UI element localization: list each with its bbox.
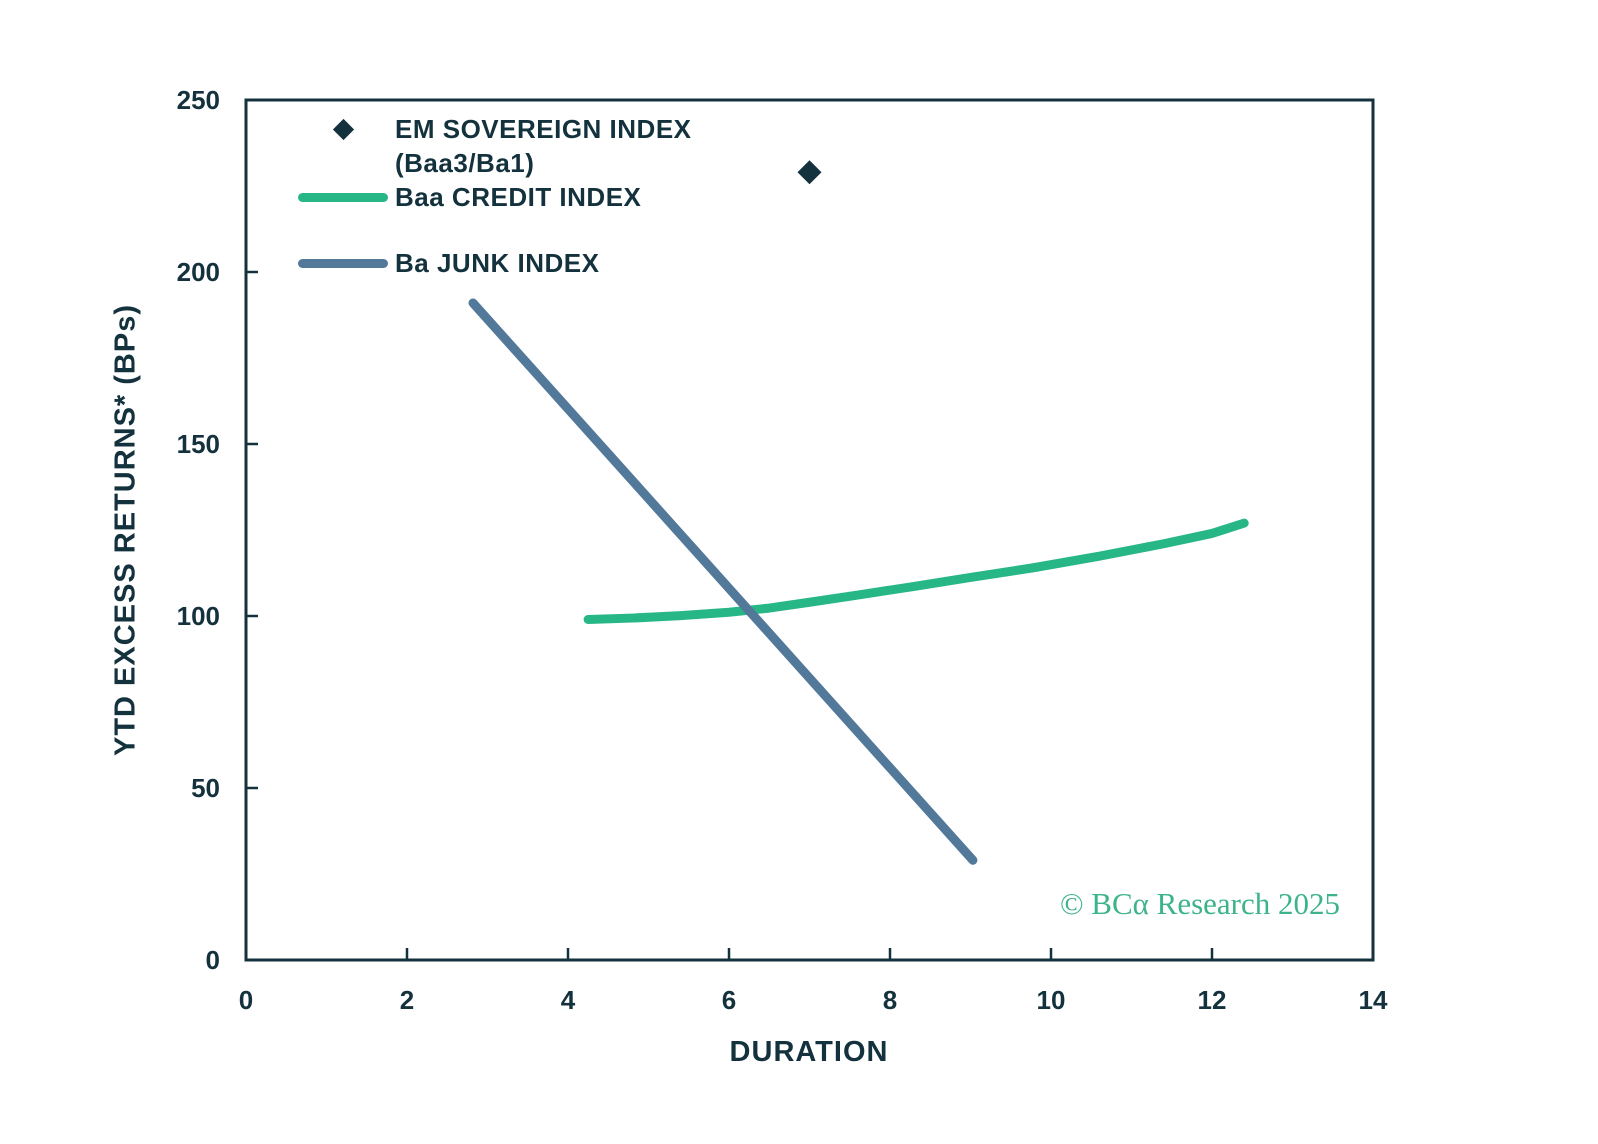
x-tick-label: 4 xyxy=(561,985,576,1015)
plot-border xyxy=(244,98,1375,962)
series-line-ba-junk-index xyxy=(468,298,978,865)
legend-label-em-sovereign-line1: EM SOVEREIGN INDEX xyxy=(395,114,692,144)
y-axis-title: YTD EXCESS RETURNS* (BPs) xyxy=(109,303,142,757)
y-tick-label: 50 xyxy=(191,773,220,803)
legend-item-em-sovereign-index: EM SOVEREIGN INDEX (Baa3/Ba1) xyxy=(298,112,692,180)
x-tick-label: 10 xyxy=(1037,985,1066,1015)
series-line-baa-credit-index xyxy=(583,518,1249,624)
y-tick-label: 150 xyxy=(177,429,220,459)
data-point-diamond-em-sovereign-index-baa3-ba1 xyxy=(797,160,822,185)
legend-label-baa-credit: Baa CREDIT INDEX xyxy=(395,182,642,212)
legend-label-ba-junk: Ba JUNK INDEX xyxy=(395,248,600,278)
copyright-watermark: © BCα Research 2025 xyxy=(1060,886,1340,921)
diamond-marker-icon xyxy=(298,112,388,146)
legend-label-em-sovereign-line2: (Baa3/Ba1) xyxy=(395,148,535,178)
y-tick-label: 200 xyxy=(177,257,220,287)
x-tick-label: 12 xyxy=(1198,985,1227,1015)
x-tick-label: 14 xyxy=(1359,985,1388,1015)
y-tick-label: 0 xyxy=(206,945,220,975)
slate-line-swatch-icon xyxy=(298,246,388,280)
x-axis-title: DURATION xyxy=(729,1036,889,1068)
x-tick-label: 2 xyxy=(400,985,414,1015)
x-tick-label: 8 xyxy=(883,985,897,1015)
x-tick-label: 6 xyxy=(722,985,736,1015)
green-line-swatch-icon xyxy=(298,180,388,214)
y-tick-label: 100 xyxy=(177,601,220,631)
y-tick-label: 250 xyxy=(177,85,220,115)
legend-item-ba-junk-index: Ba JUNK INDEX xyxy=(298,246,599,280)
legend-item-baa-credit-index: Baa CREDIT INDEX xyxy=(298,180,641,214)
x-tick-label: 0 xyxy=(239,985,253,1015)
